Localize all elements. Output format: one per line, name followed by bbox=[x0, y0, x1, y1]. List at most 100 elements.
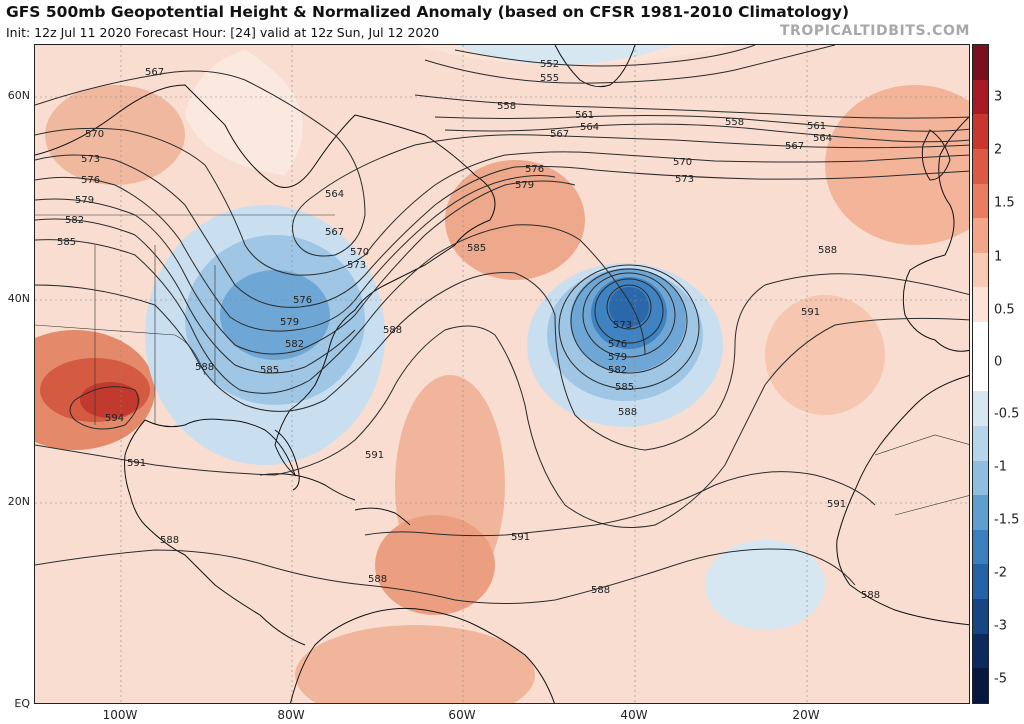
contour-label-591: 591 bbox=[365, 450, 384, 461]
colorbar-segment bbox=[973, 218, 988, 253]
anomaly-greenland-negative bbox=[455, 45, 675, 65]
contour-label-567-east: 567 bbox=[785, 141, 804, 152]
anomaly-tropical-negative bbox=[705, 540, 825, 630]
colorbar-segment bbox=[973, 529, 988, 565]
colorbar-label: 1 bbox=[994, 249, 1003, 265]
south-america-coastline bbox=[290, 607, 555, 703]
colorbar-segment bbox=[973, 599, 988, 634]
contour-label-588-east: 588 bbox=[818, 245, 837, 256]
colorbar-label: -1.5 bbox=[994, 512, 1020, 528]
africa-coastline bbox=[836, 375, 969, 626]
contour-558 bbox=[414, 94, 969, 119]
anomaly-caribbean-positive bbox=[375, 515, 495, 615]
north-america-coastline bbox=[35, 84, 496, 646]
contour-label-588: 588 bbox=[195, 362, 214, 373]
colorbar-label: 2 bbox=[994, 142, 1003, 158]
contour-label-564-can: 564 bbox=[325, 189, 344, 200]
contour-low-3 bbox=[582, 272, 676, 358]
contour-label-588-low: 588 bbox=[618, 407, 637, 418]
contour-label-579-atl: 579 bbox=[515, 180, 534, 191]
contour-label-567-atl: 567 bbox=[550, 129, 569, 140]
colorbar-label: 0 bbox=[994, 354, 1003, 370]
colorbar-label: -5 bbox=[994, 671, 1007, 687]
contour-label-582: 582 bbox=[65, 215, 84, 226]
colorbar-segment bbox=[973, 564, 988, 599]
colorbar-segment bbox=[973, 148, 988, 184]
contour-label-588-atl: 588 bbox=[383, 325, 402, 336]
contour-label-588-trop: 588 bbox=[591, 585, 610, 596]
contour-label-573-east: 573 bbox=[675, 174, 694, 185]
greenland-coastline bbox=[554, 45, 636, 88]
political-borders bbox=[35, 214, 969, 516]
contour-label-564-east: 564 bbox=[813, 133, 832, 144]
contour-label-588-car: 588 bbox=[368, 574, 387, 585]
map-canvas: 552 555 558 558 561 561 564 564 567 567 … bbox=[35, 45, 969, 703]
contour-552 bbox=[454, 45, 756, 67]
lat-label-20n: 20N bbox=[7, 495, 30, 508]
coastlines bbox=[35, 45, 969, 703]
colorbar-segment bbox=[973, 356, 988, 392]
europe-coastline bbox=[902, 116, 969, 352]
hispaniola-coastline bbox=[354, 507, 411, 526]
contour-591-south bbox=[364, 471, 876, 537]
colorbar-label: 3 bbox=[994, 89, 1003, 105]
contour-low-1 bbox=[606, 284, 652, 330]
contour-label-591-gulf: 591 bbox=[127, 458, 146, 469]
colorbar-segment bbox=[973, 183, 988, 219]
contour-label-573-us: 573 bbox=[347, 260, 366, 271]
contour-label-585-atl: 585 bbox=[467, 243, 486, 254]
contour-573 bbox=[35, 154, 969, 308]
contour-579 bbox=[35, 180, 576, 355]
contour-label-588-sw: 588 bbox=[160, 535, 179, 546]
contour-label-573: 573 bbox=[81, 154, 100, 165]
lon-label-20w: 20W bbox=[792, 708, 820, 722]
contour-label-585: 585 bbox=[57, 237, 76, 248]
contour-label-585-low: 585 bbox=[615, 382, 634, 393]
colorbar-segment bbox=[973, 425, 988, 461]
lat-label-60n: 60N bbox=[7, 89, 30, 102]
contour-567 bbox=[35, 70, 969, 257]
contour-label-594: 594 bbox=[105, 413, 124, 424]
contour-label-591-atl: 591 bbox=[511, 532, 530, 543]
contour-588 bbox=[35, 272, 969, 451]
graticule bbox=[35, 45, 969, 703]
contour-label-591-east: 591 bbox=[801, 307, 820, 318]
contour-label-576-us: 576 bbox=[293, 295, 312, 306]
height-contours bbox=[35, 45, 969, 604]
contour-label-570-us: 570 bbox=[350, 247, 369, 258]
contour-label-585-us: 585 bbox=[260, 365, 279, 376]
lat-label-eq: EQ bbox=[14, 697, 30, 710]
colorbar-segment bbox=[973, 495, 988, 530]
british-isles-coastline bbox=[921, 129, 951, 181]
contour-label-582-low: 582 bbox=[608, 365, 627, 376]
contour-label-570: 570 bbox=[85, 129, 104, 140]
colorbar-label: 1.5 bbox=[994, 195, 1015, 211]
lon-label-100w: 100W bbox=[102, 708, 138, 722]
contour-label-591-africa: 591 bbox=[827, 499, 846, 510]
africa-borders bbox=[874, 434, 969, 516]
contour-label-555: 555 bbox=[540, 73, 559, 84]
map-title: GFS 500mb Geopotential Height & Normaliz… bbox=[6, 3, 850, 21]
contour-label-group: 552 555 558 558 561 561 564 564 567 567 … bbox=[57, 59, 880, 601]
lon-label-60w: 60W bbox=[448, 708, 476, 722]
contour-low-4 bbox=[570, 268, 688, 374]
colorbar-label: 0.5 bbox=[994, 302, 1015, 318]
contour-label-579-low: 579 bbox=[608, 352, 627, 363]
anomaly-low-core bbox=[609, 287, 649, 327]
contour-561 bbox=[434, 115, 969, 132]
contour-label-573-low: 573 bbox=[613, 320, 632, 331]
lat-label-40n: 40N bbox=[7, 292, 30, 305]
colorbar-segment bbox=[973, 252, 988, 288]
contour-585 bbox=[35, 224, 646, 394]
lon-label-40w: 40W bbox=[620, 708, 648, 722]
contour-570 bbox=[35, 127, 969, 276]
colorbar-segment bbox=[973, 287, 988, 322]
colorbar-segment bbox=[973, 114, 988, 149]
lon-label-80w: 80W bbox=[277, 708, 305, 722]
colorbar-segment bbox=[973, 45, 988, 80]
anomaly-europe-positive bbox=[825, 85, 969, 245]
contour-label-579-us: 579 bbox=[280, 317, 299, 328]
contour-594-texas bbox=[69, 386, 139, 430]
anomaly-hudson-neutral bbox=[185, 50, 303, 175]
colorbar-label: -1 bbox=[994, 459, 1007, 475]
